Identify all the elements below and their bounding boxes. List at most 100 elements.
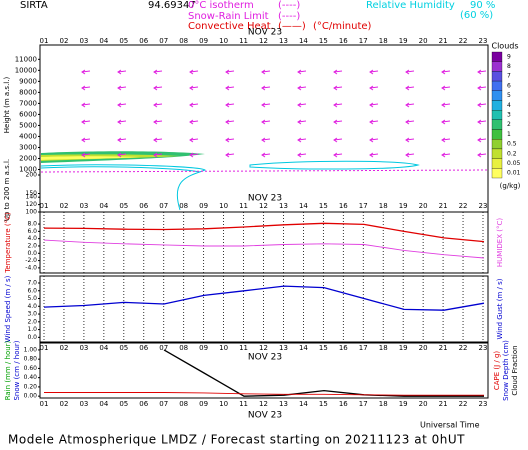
hour-label: 03 (79, 344, 88, 352)
y-tick-label: 6.0 (27, 287, 37, 294)
hour-label: 05 (119, 344, 128, 352)
wind-arrow (441, 137, 451, 143)
hour-label: 07 (159, 400, 168, 408)
colorbar-cell (491, 110, 503, 120)
hour-label: 22 (459, 400, 468, 408)
wind-arrow (117, 102, 127, 108)
hour-label: 14 (299, 37, 308, 45)
date-label: NOV 23 (248, 194, 282, 204)
wind-arrow (297, 119, 307, 125)
time-label: Universal Time (420, 421, 480, 430)
wind-arrow (189, 102, 199, 108)
hour-label: 03 (79, 202, 88, 210)
y-tick-label: 7.0 (27, 279, 37, 286)
hour-label: 07 (159, 202, 168, 210)
colorbar-label: 4 (507, 102, 511, 109)
axis-title: Snow (cm / hour) (13, 340, 21, 400)
hour-label: 11 (239, 344, 248, 352)
hour-label: 15 (319, 37, 328, 45)
colorbar-label: 3 (507, 112, 511, 119)
axis-title: Wind Gust (m / s) (496, 278, 504, 339)
y-tick-label: 3.0 (27, 311, 37, 318)
legend-key: (----) (278, 11, 300, 22)
y-tick-label: 6000 (19, 110, 37, 118)
wind-arrow (441, 119, 451, 125)
y-tick-label: 120 (26, 201, 38, 208)
hour-label: 18 (379, 400, 388, 408)
y-tick-label: 0.80 (24, 356, 38, 363)
hour-label: 08 (179, 202, 188, 210)
colorbar-cell (491, 158, 503, 169)
hour-label: 03 (79, 37, 88, 45)
y-tick-label: 0.40 (24, 374, 38, 381)
hour-label: 19 (399, 400, 408, 408)
hour-label: 08 (179, 37, 188, 45)
wind-arrow (117, 152, 127, 158)
series-line (163, 349, 484, 397)
hour-label: 19 (399, 344, 408, 352)
colorbar-cell (491, 119, 503, 130)
wind-arrow (153, 102, 163, 108)
wind-arrow (441, 85, 451, 91)
y-tick-label: -2.0 (25, 257, 37, 264)
hour-label: 07 (159, 344, 168, 352)
humidity-low: (60 %) (460, 10, 493, 21)
y-tick-label: 1.00 (24, 346, 38, 353)
hour-label: 01 (40, 202, 49, 210)
hour-label: 20 (419, 344, 428, 352)
date-label: NOV 23 (248, 28, 282, 38)
hour-label: 08 (179, 344, 188, 352)
wind-arrow (477, 102, 487, 108)
hour-label: 10 (219, 400, 228, 408)
hour-label: 06 (139, 344, 148, 352)
y-tick-label: 3000 (19, 143, 37, 151)
hour-label: 10 (219, 344, 228, 352)
wind-arrow (297, 152, 307, 158)
hour-label: 01 (40, 400, 49, 408)
wind-arrow (405, 69, 415, 75)
y-tick-label: 11000 (15, 55, 37, 63)
y-tick-label: 9000 (19, 77, 37, 85)
wind-arrow (333, 102, 343, 108)
hour-label: 15 (319, 344, 328, 352)
wind-arrow (153, 85, 163, 91)
wind-arrow (261, 119, 271, 125)
hour-label: 04 (99, 202, 108, 210)
legend-key: (----) (278, 0, 300, 11)
wind-arrow (225, 152, 235, 158)
y-tick-label: 200 (26, 172, 38, 179)
hour-label: 12 (259, 400, 268, 408)
wind-arrow (117, 85, 127, 91)
colorbar-label: 9 (507, 53, 511, 60)
hour-label: 12 (259, 37, 268, 45)
y-tick-label: 0.00 (24, 393, 38, 400)
wind-arrow (369, 137, 379, 143)
hour-label: 16 (339, 344, 348, 352)
wind-arrow (369, 119, 379, 125)
hour-label: 23 (479, 344, 488, 352)
axis-title: Wind Speed (m / s) (4, 275, 12, 342)
y-tick-label: 1.0 (27, 326, 37, 333)
colorbar-label: 5 (507, 92, 511, 99)
y-tick-label: 0.0 (27, 334, 37, 341)
hour-label: 21 (439, 344, 448, 352)
wind-arrow (225, 137, 235, 143)
wind-arrow (333, 152, 343, 158)
axis-title: Rain (mm / hour) (4, 340, 12, 400)
humidity-high: 90 % (470, 0, 495, 11)
hour-label: 16 (339, 400, 348, 408)
hour-label: 20 (419, 202, 428, 210)
wind-arrow (297, 85, 307, 91)
wind-arrow (225, 102, 235, 108)
footer: Modele Atmospherique LMDZ / Forecast sta… (8, 433, 465, 447)
colorbar-cell (491, 61, 503, 72)
series-line (43, 239, 485, 259)
wind-arrow (441, 102, 451, 108)
hour-label: 02 (59, 400, 68, 408)
y-tick-label: 0.20 (24, 383, 38, 390)
hour-label: 14 (299, 202, 308, 210)
date-label: NOV 23 (248, 411, 282, 421)
wind-arrow (441, 152, 451, 158)
legend-units: (°C/minute) (313, 21, 372, 32)
